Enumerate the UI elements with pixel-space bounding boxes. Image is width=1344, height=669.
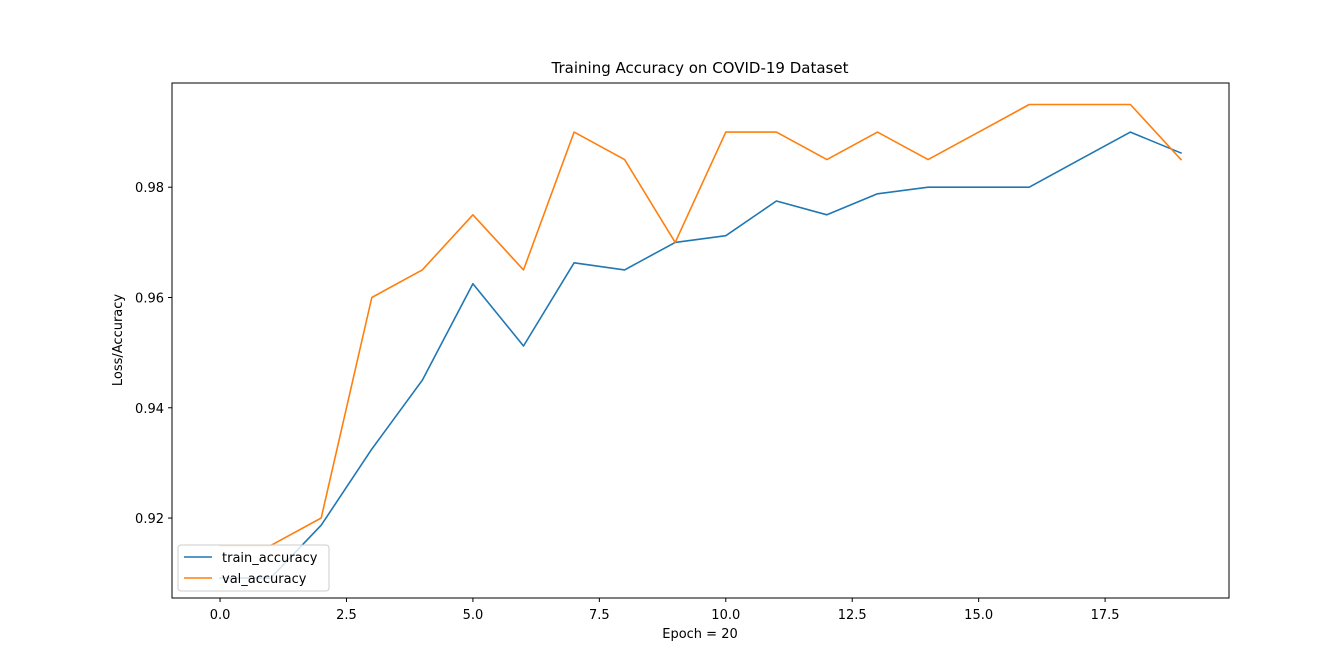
x-tick-label: 15.0 bbox=[964, 608, 993, 623]
legend-box bbox=[177, 544, 330, 592]
series-lines bbox=[219, 103, 1183, 579]
chart-title: Training Accuracy on COVID-19 Dataset bbox=[551, 59, 849, 77]
legend-label-val-accuracy: val_accuracy bbox=[222, 572, 307, 587]
x-axis-label: Epoch = 20 bbox=[662, 627, 738, 642]
y-axis-ticks: 0.92 0.94 0.96 0.98 bbox=[135, 181, 172, 527]
x-tick-label: 7.5 bbox=[589, 608, 610, 623]
x-tick-label: 12.5 bbox=[838, 608, 867, 623]
y-tick-label: 0.94 bbox=[135, 402, 164, 417]
series-line-train-accuracy bbox=[219, 131, 1183, 579]
y-axis-label: Loss/Accuracy bbox=[111, 294, 126, 387]
y-tick-label: 0.98 bbox=[135, 181, 164, 196]
plot-area-frame bbox=[171, 82, 1230, 599]
x-tick-label: 17.5 bbox=[1091, 608, 1120, 623]
y-tick-label: 0.92 bbox=[135, 512, 164, 527]
y-tick-label: 0.96 bbox=[135, 291, 164, 306]
x-axis-ticks: 0.0 2.5 5.0 7.5 10.0 12.5 15.0 17.5 bbox=[210, 598, 1120, 623]
x-tick-label: 10.0 bbox=[711, 608, 740, 623]
x-tick-label: 0.0 bbox=[210, 608, 231, 623]
x-tick-label: 2.5 bbox=[336, 608, 357, 623]
legend-label-train-accuracy: train_accuracy bbox=[222, 551, 318, 566]
legend: train_accuracy val_accuracy bbox=[177, 544, 330, 592]
x-tick-label: 5.0 bbox=[463, 608, 484, 623]
series-line-val-accuracy bbox=[219, 103, 1183, 547]
